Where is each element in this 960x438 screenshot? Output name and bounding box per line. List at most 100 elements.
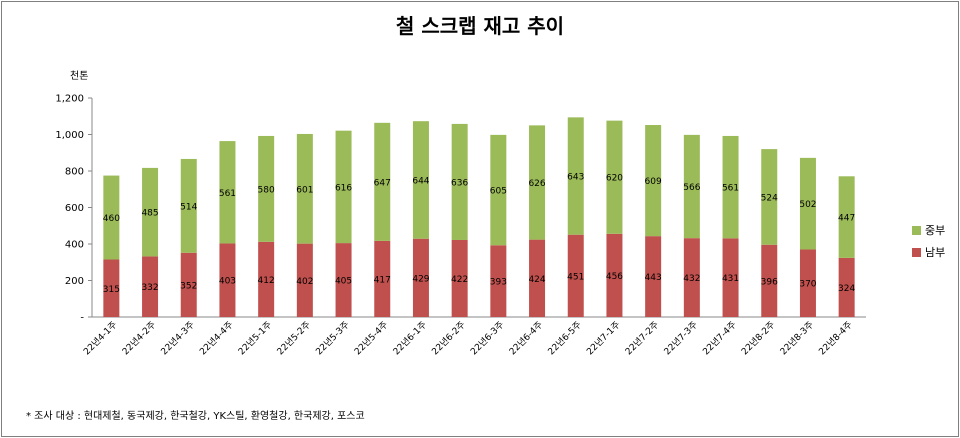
y-tick-label: 200	[65, 276, 84, 287]
chart-title: 철 스크랩 재고 추이	[395, 14, 565, 38]
bar-segment-nambu	[799, 249, 816, 317]
data-label-jungbu: 561	[722, 184, 739, 194]
data-label-nambu: 315	[103, 285, 120, 295]
bar-segment-jungbu	[838, 176, 855, 258]
x-tick-label: 22년8-2주	[739, 319, 777, 357]
bar-segment-nambu	[490, 245, 507, 317]
x-tick-label: 22년7-2주	[623, 319, 661, 357]
bar-segment-nambu	[412, 238, 429, 317]
bar-segment-nambu	[219, 243, 236, 317]
data-label-jungbu: 601	[296, 185, 313, 195]
bar-segment-jungbu	[335, 130, 352, 244]
bar-segment-jungbu	[567, 117, 584, 235]
bar-segment-nambu	[645, 236, 662, 317]
x-tick-label: 22년6-3주	[468, 319, 506, 357]
data-label-nambu: 456	[606, 272, 623, 282]
data-label-jungbu: 626	[528, 179, 545, 189]
bar-segment-jungbu	[296, 133, 313, 244]
bar-segment-nambu	[296, 243, 313, 317]
bar-segment-nambu	[451, 239, 468, 317]
data-label-nambu: 402	[296, 277, 313, 287]
bar-segment-jungbu	[412, 121, 429, 239]
data-label-jungbu: 605	[490, 187, 507, 197]
x-tick-label: 22년6-1주	[391, 319, 429, 357]
bar-segment-jungbu	[529, 125, 546, 240]
data-label-jungbu: 644	[412, 176, 429, 186]
y-axis-unit-label: 천톤	[70, 70, 88, 82]
data-label-jungbu: 524	[761, 193, 778, 203]
data-label-nambu: 412	[258, 276, 275, 286]
bar-segment-jungbu	[103, 175, 120, 260]
bar-segment-jungbu	[451, 123, 468, 240]
bar-segment-nambu	[180, 252, 197, 317]
x-tick-label: 22년6-4주	[507, 319, 545, 357]
legend-label-nambu: 남부	[925, 246, 946, 259]
bar-segment-nambu	[838, 257, 855, 317]
x-tick-label: 22년5-1주	[236, 319, 274, 357]
data-label-nambu: 422	[451, 275, 468, 285]
legend-item-jungbu: 중부	[912, 222, 945, 238]
legend-swatch-nambu	[912, 247, 921, 257]
bar-segment-jungbu	[374, 122, 391, 241]
data-label-nambu: 405	[335, 277, 352, 287]
bar-segment-nambu	[529, 239, 546, 317]
x-tick-label: 22년6-2주	[430, 319, 468, 357]
bar-segment-nambu	[335, 243, 352, 317]
x-tick-label: 22년5-4주	[352, 319, 390, 357]
y-tick-label: -	[80, 313, 84, 324]
legend-swatch-jungbu	[912, 225, 921, 235]
data-label-nambu: 417	[374, 275, 391, 285]
x-tick-label: 22년4-1주	[81, 319, 119, 357]
x-tick-label: 22년5-3주	[314, 319, 352, 357]
x-tick-label: 22년4-4주	[198, 319, 236, 357]
data-label-nambu: 393	[490, 278, 507, 288]
data-label-nambu: 451	[567, 272, 584, 282]
data-label-jungbu: 647	[374, 178, 391, 188]
bar-segment-jungbu	[219, 141, 236, 244]
bar-segment-nambu	[722, 238, 739, 317]
legend-item-nambu: 남부	[912, 244, 945, 260]
bar-segment-nambu	[142, 256, 159, 317]
bar-segment-nambu	[258, 241, 275, 317]
data-label-jungbu: 485	[141, 209, 158, 219]
x-tick-labels: 22년4-1주 22년4-2주 22년4-3주 22년4-4주 22년5-1주 22년5-…	[81, 319, 854, 357]
data-label-jungbu: 620	[606, 174, 623, 184]
footnote: * 조사 대상 : 현대제철, 동국제강, 한국철강, YK스틸, 환영철강, …	[26, 411, 365, 422]
y-tick-label: 800	[65, 167, 84, 178]
data-label-nambu: 396	[761, 277, 778, 287]
bar-segment-jungbu	[799, 157, 816, 250]
data-label-nambu: 432	[683, 274, 700, 284]
data-label-jungbu: 636	[451, 178, 468, 188]
x-tick-label: 22년8-4주	[817, 319, 855, 357]
x-tick-label: 22년7-3주	[662, 319, 700, 357]
x-tick-label: 22년6-5주	[546, 319, 584, 357]
legend-label-jungbu: 중부	[925, 224, 946, 237]
x-tick-label: 22년5-2주	[275, 319, 313, 357]
bar-segment-jungbu	[180, 158, 197, 253]
bar-segment-nambu	[683, 238, 700, 317]
data-label-jungbu: 616	[335, 183, 352, 193]
data-label-jungbu: 460	[103, 214, 120, 224]
y-tick-label: 1,000	[55, 130, 84, 141]
data-label-jungbu: 609	[645, 177, 662, 187]
y-tick-labels: - 200 400 600 800 1,000 1,200	[55, 94, 84, 324]
x-tick-label: 22년7-4주	[701, 319, 739, 357]
data-label-nambu: 324	[838, 284, 855, 294]
bar-segment-jungbu	[142, 167, 159, 257]
bar-segment-jungbu	[722, 135, 739, 239]
bars	[103, 117, 855, 317]
data-label-jungbu: 643	[567, 173, 584, 183]
axes	[88, 97, 866, 318]
bar-segment-jungbu	[490, 134, 507, 246]
bar-segment-nambu	[761, 244, 778, 317]
bar-segment-jungbu	[683, 134, 700, 239]
bar-segment-jungbu	[761, 149, 778, 245]
data-label-nambu: 424	[528, 275, 545, 285]
bar-segment-nambu	[374, 240, 391, 317]
x-tick-label: 22년7-1주	[585, 319, 623, 357]
bar-segment-nambu	[103, 259, 120, 317]
data-label-nambu: 443	[645, 273, 662, 283]
x-tick-label: 22년4-2주	[120, 319, 158, 357]
